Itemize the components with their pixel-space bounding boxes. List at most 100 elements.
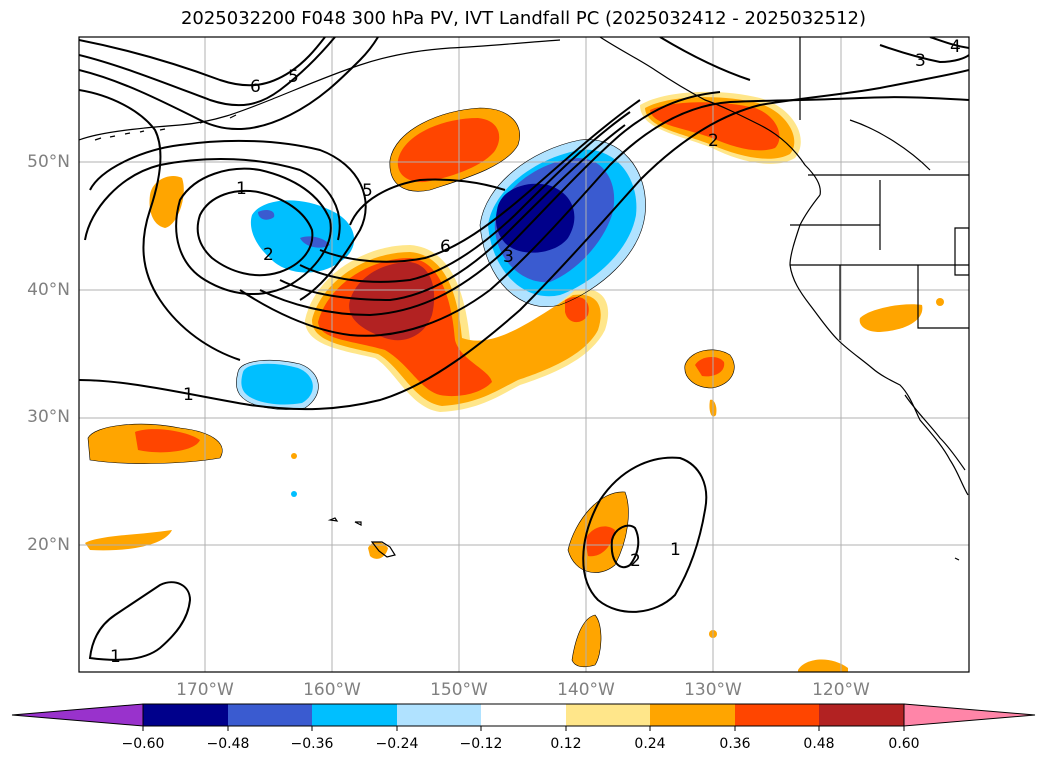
colorbar-bin <box>397 704 481 726</box>
colorbar-extend-high <box>903 703 1036 727</box>
coastlines <box>79 37 969 561</box>
colorbar-tick-label: −0.36 <box>290 736 334 752</box>
colorbar-tick-label: 0.48 <box>803 736 835 752</box>
contour-label: 2 <box>708 131 719 151</box>
contour-outer-west-2 <box>84 157 341 241</box>
contour-label: 1 <box>236 179 247 199</box>
positive-anomaly-western-20n <box>85 530 172 551</box>
positive-anomaly-bottom <box>798 659 848 672</box>
colorbar-frame <box>142 703 905 727</box>
outline-main-negative <box>479 139 646 307</box>
mexico-coast-south <box>954 557 960 561</box>
colorbar-tick-label: 0.36 <box>719 736 751 752</box>
contour-6-band <box>319 99 641 263</box>
contour-1-sub <box>582 456 708 613</box>
map-frame <box>78 36 970 673</box>
contour-4-band <box>279 124 626 302</box>
colorbar-ticks <box>142 726 905 731</box>
lat-label-20n: 20°N <box>27 535 70 555</box>
contour-1-west-loop <box>175 167 332 296</box>
positive-anomaly-arm-inner <box>565 296 589 323</box>
negative-anomaly-west-core <box>258 209 275 220</box>
contour-label-layer: 1 1 1 1 2 2 2 3 3 4 5 5 6 6 <box>110 37 961 667</box>
colorbar-tick-label: 0.24 <box>634 736 666 752</box>
outline-sub-20n <box>567 491 629 573</box>
negative-anomaly-west-core2 <box>300 236 330 248</box>
colorbar-bin <box>566 704 650 726</box>
contour-label: 1 <box>670 540 681 560</box>
contour-1-sw <box>88 581 192 661</box>
contour-label: 6 <box>440 237 451 257</box>
colorbar-bin <box>735 704 819 726</box>
positive-anomaly-33n-inner <box>695 356 725 377</box>
positive-anomaly-dot-1 <box>291 453 297 459</box>
colorbar-bin <box>819 704 904 726</box>
colorbar-tick-label: −0.48 <box>206 736 250 752</box>
contour-6-north <box>79 37 336 107</box>
positive-anomaly-sub-14n <box>572 615 602 667</box>
lon-label-150w: 150°W <box>430 680 488 700</box>
lon-label-140w: 140°W <box>557 680 615 700</box>
contour-3-ne <box>879 44 969 64</box>
lon-label-170w: 170°W <box>176 680 234 700</box>
lon-label-160w: 160°W <box>303 680 361 700</box>
contour-1-northwest-ring <box>79 89 241 361</box>
shading-outlines <box>87 107 735 668</box>
colorbar-extend-low <box>11 703 144 727</box>
outline-north-positive <box>389 107 520 192</box>
contour-label: 2 <box>263 245 274 265</box>
baja-inner-coast <box>904 394 966 471</box>
positive-anomaly-western-30n-inner <box>135 429 200 453</box>
contour-label: 4 <box>950 37 961 57</box>
contour-label: 2 <box>630 551 641 571</box>
shading-layer <box>85 91 944 672</box>
colorbar-tick-label: 0.12 <box>550 736 582 752</box>
negative-anomaly-dot-1 <box>291 491 297 497</box>
positive-anomaly-north-inner <box>397 118 500 183</box>
colorbar-bin <box>228 704 312 726</box>
lon-label-120w: 120°W <box>812 680 870 700</box>
contour-label: 1 <box>110 647 121 667</box>
contour-label: 5 <box>362 181 373 201</box>
contour-east-top <box>659 37 751 81</box>
contour-outer-west <box>89 139 367 301</box>
colorbar <box>11 703 1036 731</box>
colorbar-tick-label: 0.60 <box>888 736 920 752</box>
positive-anomaly-sub-20n-inner <box>585 526 615 557</box>
outline-sub-14n <box>571 614 602 668</box>
lat-label-30n: 30°N <box>27 407 70 427</box>
colorbar-bin <box>481 704 566 726</box>
contour-2-sub <box>610 524 640 569</box>
colorbar-tick-label: −0.24 <box>375 736 419 752</box>
contour-5-band <box>299 111 631 283</box>
aleutian-islands <box>94 114 237 141</box>
colorbar-tick-label: −0.60 <box>121 736 165 752</box>
contour-4-ne <box>929 37 969 49</box>
contour-5-east-loop <box>349 178 506 226</box>
contour-label: 1 <box>183 385 194 405</box>
canada-province-line <box>799 37 931 171</box>
pv-contours <box>79 37 969 661</box>
outline-south-negative <box>236 359 319 410</box>
contour-3-band <box>259 91 721 317</box>
us-west-coast <box>789 194 969 496</box>
lon-label-130w: 130°W <box>684 680 742 700</box>
positive-anomaly-dot-3 <box>936 298 944 306</box>
map-title: 2025032200 F048 300 hPa PV, IVT Landfall… <box>180 8 867 29</box>
positive-anomaly-western-48n <box>149 175 184 228</box>
contour-2-west-loop <box>196 189 314 277</box>
outline-33n-positive <box>684 349 735 389</box>
contour-label: 6 <box>250 77 261 97</box>
state-border-wa-or <box>790 180 969 340</box>
colorbar-bin <box>143 704 228 726</box>
contour-5-north <box>79 37 379 131</box>
contour-1-north <box>79 69 969 411</box>
contour-label: 3 <box>915 51 926 71</box>
contour-label: 5 <box>288 67 299 87</box>
contour-outer-nw <box>79 37 326 87</box>
contour-label: 3 <box>503 247 514 267</box>
lat-label-50n: 50°N <box>27 152 70 172</box>
contour-2-band <box>239 96 969 337</box>
map-plot-area: 1 1 1 1 2 2 2 3 3 4 5 5 6 6 <box>79 37 969 672</box>
